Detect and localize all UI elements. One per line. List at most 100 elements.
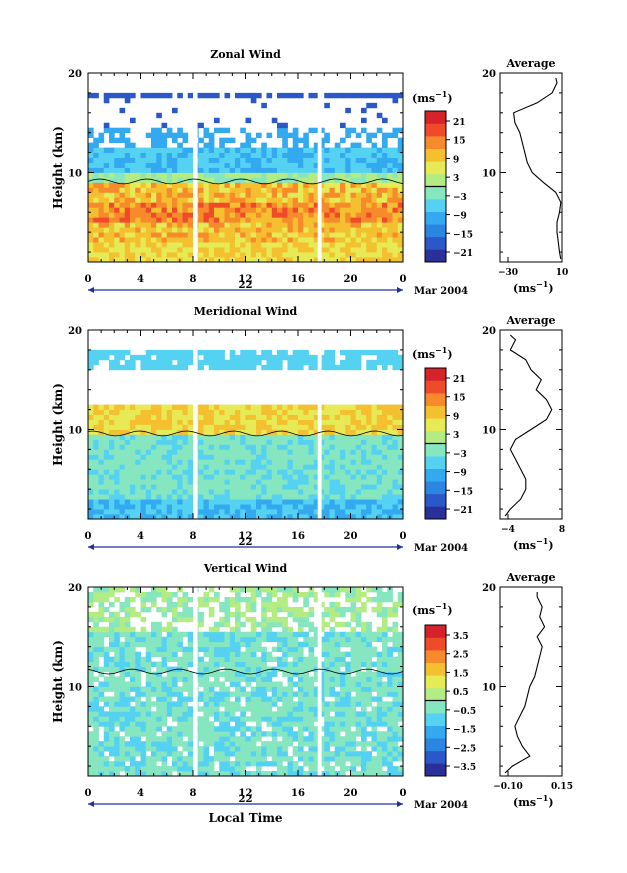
colorbar-swatch [425,186,446,200]
colorbar-swatch [425,405,446,419]
panel-title: Meridional Wind [194,305,298,318]
panel-title: Vertical Wind [203,562,288,575]
colorbar-swatch [425,506,446,520]
y-axis: 10 20 [68,69,403,253]
colorbar-swatch [425,380,446,394]
profile-title: Average [505,314,555,327]
heatmap-field [88,349,404,520]
colorbar-tick-label: 9 [453,155,459,165]
x-tick-label: 0 [85,531,92,542]
y-tick-label: 10 [68,425,82,436]
colorbar-tick-label: 3.5 [453,632,469,642]
profile-x-tick-label: 8 [559,525,565,535]
day-label: 22 [239,280,253,291]
colorbar-tick-label: −3 [453,450,467,460]
date-bar-arrow [397,801,403,807]
colorbar-swatch [425,173,446,187]
colorbar-swatch [425,468,446,482]
colorbar-tick-label: 2.5 [453,651,469,661]
y-axis-label: Height (km) [51,126,65,209]
profile-frame [499,72,563,263]
profile-y-tick-label: 10 [482,425,496,436]
y-tick-label: 20 [68,583,82,594]
data-gap [193,330,198,519]
month-label: Mar 2004 [414,286,468,297]
x-tick-label: 16 [291,788,305,799]
profile-title: Average [505,571,555,584]
profile-line [504,334,553,517]
colorbar-tick-label: 3 [453,174,459,184]
colorbar-swatch [425,161,446,175]
data-gap [193,73,198,262]
data-gap [317,73,322,262]
date-bar-arrow [397,544,403,550]
x-tick-label: 16 [291,274,305,285]
heatmap-field [88,587,404,777]
date-bar-arrow [88,287,94,293]
profile-y-tick-label: 10 [482,682,496,693]
colorbar-swatch [425,443,446,457]
colorbar-tick-label: 15 [453,137,466,147]
profile-x-tick-label: −30 [498,268,518,278]
y-axis: 10 20 [68,583,403,767]
colorbar-swatch [425,148,446,162]
colorbar-tick-label: 21 [453,375,466,385]
y-axis: 10 20 [68,326,403,510]
x-tick-label: 12 [239,788,253,799]
x-tick-label: 4 [137,274,144,285]
colorbar-unit: (ms−1) [412,89,453,105]
colorbar-tick-label: −0.5 [453,707,476,717]
y-axis-label: Height (km) [51,640,65,723]
colorbar-swatch [425,123,446,137]
colorbar-tick-label: 21 [453,118,466,128]
month-label: Mar 2004 [414,800,468,811]
colorbar-tick-label: −15 [453,230,473,240]
profile-line [513,77,562,260]
y-axis-label: Height (km) [51,383,65,466]
colorbar-swatch [425,637,446,651]
heatmap-field [88,92,404,263]
colorbar-unit: (ms−1) [412,345,453,361]
profile-line [504,592,546,774]
colorbar-swatch [425,236,446,250]
colorbar-tick-label: −15 [453,487,473,497]
x-tick-label: 0 [85,788,92,799]
x-tick-label: 12 [239,274,253,285]
x-axis: 0 4 8 12 16 20 0 [85,73,407,285]
colorbar-swatch [425,199,446,212]
colorbar-swatch [425,493,446,507]
colorbar-swatch [425,650,446,664]
zero-contour [87,178,404,185]
zero-contour [87,430,404,437]
x-axis: 0 4 8 12 16 20 0 [85,330,407,542]
y-tick-label: 20 [68,326,82,337]
colorbar-unit: (ms−1) [412,601,453,617]
data-gap [317,330,322,519]
colorbar: 21 15 9 3 −3 −9 −15 −21 (ms−1) [412,345,473,520]
profile-panel: Average 10 20 −4 8 (ms−1) [482,314,565,552]
colorbar-tick-label: 15 [453,394,466,404]
colorbar-swatch [425,700,446,714]
x-tick-label: 0 [400,274,407,285]
colorbar-swatch [425,662,446,676]
date-bar-arrow [88,544,94,550]
x-axis-label: Local Time [208,811,282,825]
y-tick-label: 20 [68,69,82,80]
x-tick-label: 12 [239,531,253,542]
profile-x-tick-label: −0.10 [493,782,522,792]
x-tick-label: 0 [400,788,407,799]
profile-unit: (ms−1) [513,536,554,552]
x-tick-label: 20 [344,274,358,285]
profile-unit: (ms−1) [513,279,554,295]
x-tick-label: 0 [400,531,407,542]
y-tick-label: 10 [68,682,82,693]
colorbar-swatch [425,675,446,689]
panel-title: Zonal Wind [210,48,281,61]
x-tick-label: 0 [85,274,92,285]
colorbar-swatch [425,368,446,381]
profile-unit: (ms−1) [513,793,554,809]
colorbar-tick-label: −2.5 [453,744,476,754]
date-bar: 22 Mar 2004 [88,537,468,554]
